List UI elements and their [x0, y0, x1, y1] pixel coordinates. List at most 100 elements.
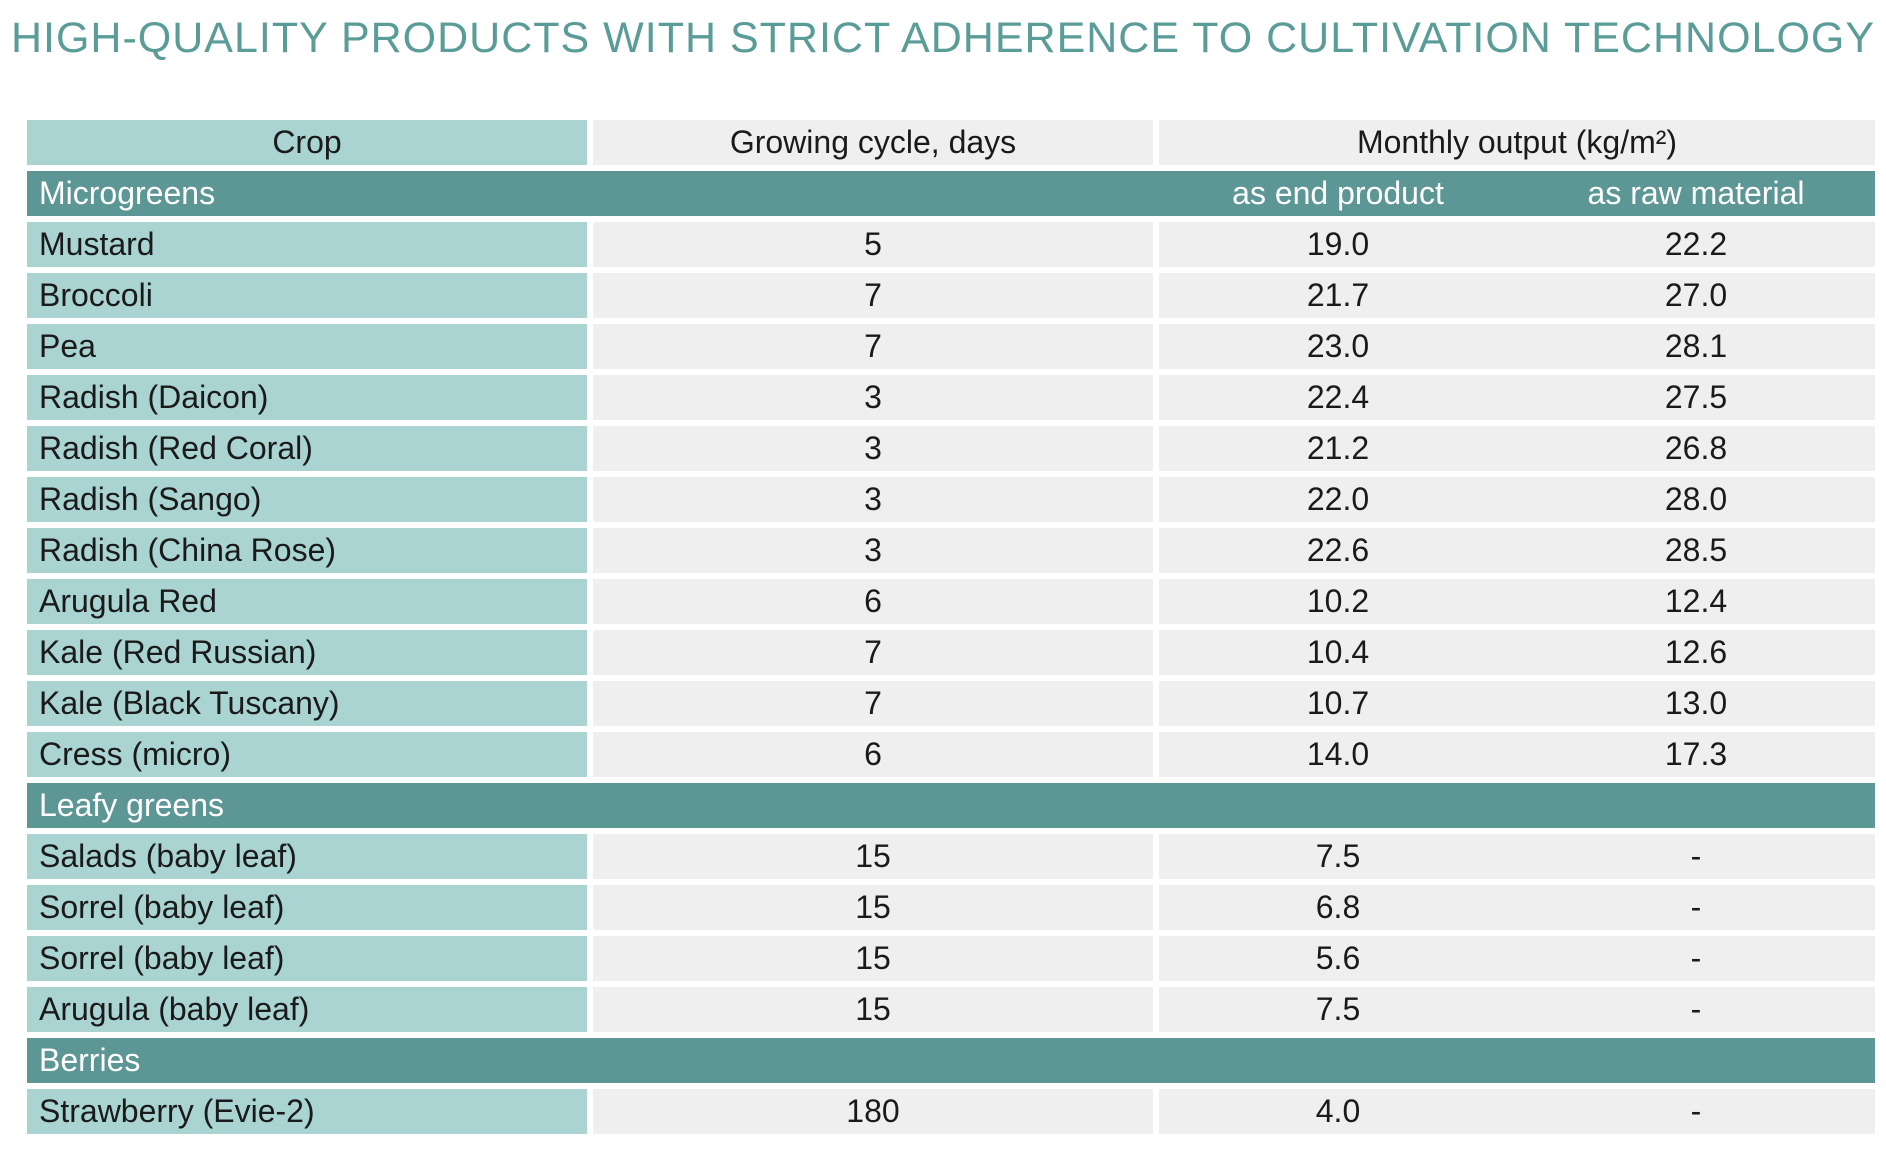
- output-end-product-value: 21.7: [1306, 277, 1370, 313]
- table-header-row: Crop Growing cycle, days Monthly output …: [27, 120, 1875, 165]
- output-end-product-value: 4.0: [1315, 1093, 1361, 1129]
- output-end-product-value: 22.6: [1306, 532, 1370, 568]
- monthly-output-cell: 10.4 12.6: [1159, 630, 1875, 675]
- crop-name-cell: Kale (Black Tuscany): [27, 681, 587, 726]
- growing-cycle-cell: 15: [593, 885, 1153, 930]
- monthly-output-cell: 4.0 -: [1159, 1089, 1875, 1134]
- output-raw-material-value: 12.4: [1664, 583, 1728, 619]
- table-row: Arugula Red 6 10.2 12.4: [27, 579, 1875, 624]
- crop-name-cell: Arugula (baby leaf): [27, 987, 587, 1032]
- page-title: HIGH-QUALITY PRODUCTS WITH STRICT ADHERE…: [10, 14, 1876, 62]
- growing-cycle-cell: 7: [593, 273, 1153, 318]
- output-raw-material-value: 28.0: [1664, 481, 1728, 517]
- monthly-output-cell: 6.8 -: [1159, 885, 1875, 930]
- growing-cycle-cell: 6: [593, 579, 1153, 624]
- monthly-output-cell: 22.0 28.0: [1159, 477, 1875, 522]
- output-raw-material-value: -: [1690, 1093, 1702, 1129]
- growing-cycle-cell: 3: [593, 477, 1153, 522]
- subheader-end-product: [1159, 1038, 1517, 1083]
- section-subheaders: [1159, 1038, 1875, 1083]
- section-header-row: Microgreens as end product as raw material: [27, 171, 1875, 216]
- table-row: Arugula (baby leaf) 15 7.5 -: [27, 987, 1875, 1032]
- crop-name-cell: Mustard: [27, 222, 587, 267]
- table-row: Kale (Black Tuscany) 7 10.7 13.0: [27, 681, 1875, 726]
- growing-cycle-cell: 6: [593, 732, 1153, 777]
- crop-name-cell: Radish (Red Coral): [27, 426, 587, 471]
- monthly-output-cell: 7.5 -: [1159, 834, 1875, 879]
- subheader-raw-material: [1517, 783, 1875, 828]
- growing-cycle-cell: 15: [593, 936, 1153, 981]
- output-raw-material-value: 13.0: [1664, 685, 1728, 721]
- output-raw-material-value: 12.6: [1664, 634, 1728, 670]
- output-raw-material-value: 27.5: [1664, 379, 1728, 415]
- growing-cycle-cell: 180: [593, 1089, 1153, 1134]
- output-end-product-value: 10.7: [1306, 685, 1370, 721]
- table-row: Radish (Daicon) 3 22.4 27.5: [27, 375, 1875, 420]
- output-end-product-value: 10.4: [1306, 634, 1370, 670]
- table-row: Radish (China Rose) 3 22.6 28.5: [27, 528, 1875, 573]
- section-name: Leafy greens: [39, 787, 225, 823]
- output-end-product-value: 14.0: [1306, 736, 1370, 772]
- monthly-output-cell: 7.5 -: [1159, 987, 1875, 1032]
- crop-name-cell: Broccoli: [27, 273, 587, 318]
- crop-name-cell: Radish (Sango): [27, 477, 587, 522]
- output-end-product-value: 19.0: [1306, 226, 1370, 262]
- monthly-output-cell: 22.4 27.5: [1159, 375, 1875, 420]
- table-row: Sorrel (baby leaf) 15 5.6 -: [27, 936, 1875, 981]
- section-subheaders: as end product as raw material: [1159, 171, 1875, 216]
- monthly-output-cell: 22.6 28.5: [1159, 528, 1875, 573]
- output-end-product-value: 7.5: [1315, 838, 1361, 874]
- growing-cycle-cell: 5: [593, 222, 1153, 267]
- crop-name-cell: Salads (baby leaf): [27, 834, 587, 879]
- crop-name-cell: Cress (micro): [27, 732, 587, 777]
- section-header-row: Berries: [27, 1038, 1875, 1083]
- growing-cycle-cell: 7: [593, 324, 1153, 369]
- monthly-output-cell: 21.7 27.0: [1159, 273, 1875, 318]
- monthly-output-cell: 21.2 26.8: [1159, 426, 1875, 471]
- output-raw-material-value: 17.3: [1664, 736, 1728, 772]
- output-end-product-value: 10.2: [1306, 583, 1370, 619]
- output-raw-material-value: -: [1690, 838, 1702, 874]
- table-row: Cress (micro) 6 14.0 17.3: [27, 732, 1875, 777]
- output-end-product-value: 7.5: [1315, 991, 1361, 1027]
- subheader-end-product: as end product: [1232, 175, 1444, 211]
- monthly-output-cell: 19.0 22.2: [1159, 222, 1875, 267]
- header-crop: Crop: [27, 120, 587, 165]
- crop-name-cell: Radish (China Rose): [27, 528, 587, 573]
- section-name: Microgreens: [39, 175, 216, 211]
- growing-cycle-cell: 7: [593, 681, 1153, 726]
- crop-name-cell: Arugula Red: [27, 579, 587, 624]
- output-end-product-value: 21.2: [1306, 430, 1370, 466]
- output-end-product-value: 22.0: [1306, 481, 1370, 517]
- output-raw-material-value: -: [1690, 889, 1702, 925]
- table-row: Strawberry (Evie-2) 180 4.0 -: [27, 1089, 1875, 1134]
- output-raw-material-value: -: [1690, 991, 1702, 1027]
- section-subheaders: [1159, 783, 1875, 828]
- output-end-product-value: 5.6: [1315, 940, 1361, 976]
- growing-cycle-cell: 15: [593, 987, 1153, 1032]
- table-row: Pea 7 23.0 28.1: [27, 324, 1875, 369]
- subheader-raw-material: [1517, 1038, 1875, 1083]
- growing-cycle-cell: 15: [593, 834, 1153, 879]
- output-raw-material-value: 28.5: [1664, 532, 1728, 568]
- crop-output-table: Crop Growing cycle, days Monthly output …: [27, 120, 1875, 1140]
- growing-cycle-cell: 3: [593, 528, 1153, 573]
- crop-name-cell: Radish (Daicon): [27, 375, 587, 420]
- output-raw-material-value: 22.2: [1664, 226, 1728, 262]
- monthly-output-cell: 10.2 12.4: [1159, 579, 1875, 624]
- crop-name-cell: Sorrel (baby leaf): [27, 885, 587, 930]
- monthly-output-cell: 23.0 28.1: [1159, 324, 1875, 369]
- table-body: Microgreens as end product as raw material…: [27, 171, 1875, 1134]
- crop-name-cell: Strawberry (Evie-2): [27, 1089, 587, 1134]
- table-row: Broccoli 7 21.7 27.0: [27, 273, 1875, 318]
- crop-name-cell: Pea: [27, 324, 587, 369]
- monthly-output-cell: 14.0 17.3: [1159, 732, 1875, 777]
- growing-cycle-cell: 7: [593, 630, 1153, 675]
- table-row: Radish (Red Coral) 3 21.2 26.8: [27, 426, 1875, 471]
- section-header-row: Leafy greens: [27, 783, 1875, 828]
- subheader-end-product: [1159, 783, 1517, 828]
- table-row: Mustard 5 19.0 22.2: [27, 222, 1875, 267]
- crop-name-cell: Kale (Red Russian): [27, 630, 587, 675]
- subheader-raw-material: as raw material: [1587, 175, 1805, 211]
- output-end-product-value: 23.0: [1306, 328, 1370, 364]
